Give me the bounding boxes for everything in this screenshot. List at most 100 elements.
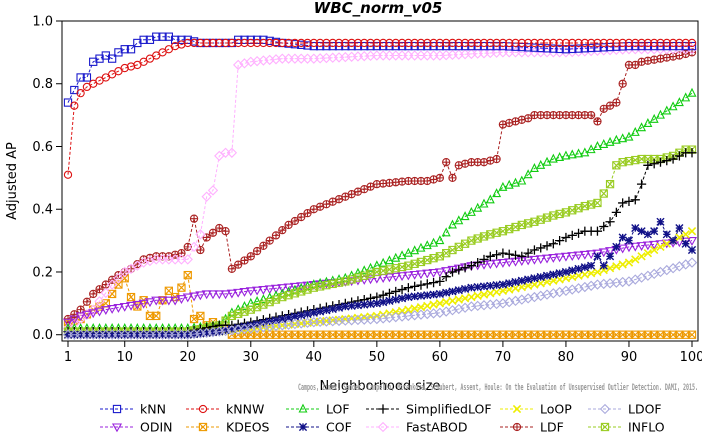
data-point: [593, 267, 602, 277]
data-point: [435, 330, 445, 339]
legend-label: FastABOD: [406, 420, 468, 434]
chart-title: WBC_norm_v05: [314, 0, 443, 17]
data-point: [366, 269, 375, 279]
data-point: [100, 287, 111, 299]
data-point: [410, 292, 419, 301]
data-point: [183, 38, 192, 48]
data-point: [467, 283, 476, 292]
data-point: [631, 330, 640, 339]
data-point: [113, 273, 124, 284]
data-point: [517, 38, 526, 48]
data-point: [246, 321, 255, 330]
data-point: [442, 297, 451, 307]
data-point: [239, 58, 250, 69]
data-point: [668, 154, 678, 164]
legend-label: LOF: [326, 402, 350, 417]
data-point: [183, 271, 192, 280]
data-point: [448, 287, 457, 296]
data-point: [372, 38, 381, 48]
data-point: [605, 179, 615, 189]
x-tick-label: 70: [495, 350, 512, 365]
data-point: [493, 155, 501, 163]
data-point: [422, 240, 432, 250]
data-point: [549, 44, 558, 53]
data-point: [428, 269, 439, 278]
data-point: [297, 38, 306, 48]
data-point: [297, 213, 305, 221]
data-point: [587, 38, 596, 48]
data-point: [524, 275, 533, 284]
data-point: [599, 189, 608, 198]
data-point: [454, 295, 463, 304]
data-point: [146, 254, 154, 262]
data-point: [397, 330, 407, 339]
data-point: [404, 305, 413, 314]
data-point: [347, 301, 356, 310]
data-point: [245, 287, 256, 297]
data-point: [322, 281, 331, 290]
data-point: [624, 156, 634, 166]
data-point: [215, 38, 224, 48]
data-point: [448, 38, 457, 48]
series-layer: [62, 32, 698, 340]
data-point: [573, 251, 584, 261]
data-point: [486, 38, 495, 48]
data-point: [555, 44, 564, 54]
data-point: [656, 242, 665, 252]
y-tick-label: 0.2: [32, 265, 53, 280]
data-point: [353, 267, 363, 277]
data-point: [290, 289, 300, 298]
data-point: [586, 144, 596, 154]
data-point: [643, 160, 653, 170]
data-point: [291, 217, 299, 225]
data-point: [548, 239, 558, 249]
data-point: [441, 267, 452, 277]
series-line-loop: [68, 230, 693, 336]
data-point: [334, 278, 344, 287]
data-point: [397, 306, 407, 316]
data-point: [624, 38, 634, 48]
data-point: [258, 285, 269, 295]
data-point: [592, 226, 603, 236]
legend-item-ldof: LDOF: [588, 402, 662, 417]
data-point: [650, 227, 659, 236]
data-point: [107, 54, 117, 63]
data-point: [656, 330, 665, 339]
data-point: [265, 38, 274, 48]
data-point: [423, 177, 431, 185]
data-point: [246, 38, 255, 48]
data-point: [619, 80, 627, 88]
data-point: [366, 299, 375, 309]
data-point: [630, 195, 640, 205]
data-point: [113, 303, 124, 313]
data-point: [403, 283, 413, 293]
data-point: [247, 252, 255, 260]
data-point: [643, 118, 653, 128]
data-point: [643, 330, 653, 339]
data-point: [177, 40, 186, 49]
data-point: [196, 38, 205, 48]
data-point: [240, 256, 249, 265]
data-point: [642, 241, 653, 251]
data-point: [409, 270, 420, 280]
data-point: [133, 330, 142, 339]
data-point: [650, 330, 659, 339]
data-point: [504, 179, 514, 189]
data-point: [656, 38, 665, 48]
data-point: [637, 227, 646, 236]
data-point: [650, 245, 659, 255]
data-point: [479, 282, 489, 291]
legend-item-ldf: LDF: [500, 420, 564, 434]
legend-label: COF: [326, 420, 352, 434]
data-point: [612, 38, 621, 48]
data-point: [611, 207, 621, 217]
data-point: [454, 330, 463, 339]
data-point: [385, 330, 394, 339]
data-point: [504, 296, 515, 308]
data-point: [523, 43, 533, 52]
data-point: [322, 330, 331, 339]
data-point: [686, 237, 698, 246]
data-point: [536, 159, 546, 169]
data-point: [649, 159, 659, 169]
